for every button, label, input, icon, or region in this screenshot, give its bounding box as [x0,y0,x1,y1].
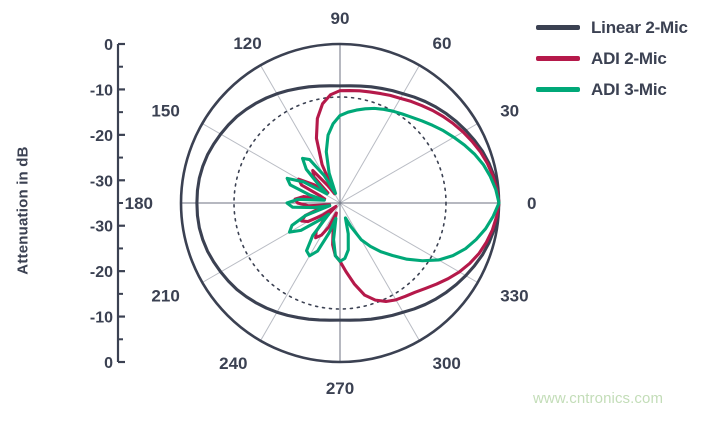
y-axis-tick-label: 0 [104,37,113,54]
grid-spoke-330 [339,202,478,283]
legend-swatch-adi-3-mic [536,87,580,92]
legend-item-1[interactable]: ADI 2-Mic [536,43,688,74]
y-axis-tick-label: 0 [104,355,113,372]
angle-label-240: 240 [219,354,247,373]
angle-label-60: 60 [433,34,452,53]
angle-label-90: 90 [331,9,350,28]
y-axis-tick-label: -30 [90,219,113,236]
angle-label-0: 0 [527,194,536,213]
y-axis-tick-label: -20 [90,264,113,281]
angle-label-330: 330 [500,287,528,306]
y-axis-tick-label: -30 [90,173,113,190]
legend-label-adi-3-mic: ADI 3-Mic [591,79,667,99]
legend-item-0[interactable]: Linear 2-Mic [536,12,688,43]
legend-swatch-linear-2-mic [536,25,580,30]
series-path-adi-3-mic [285,106,501,263]
grid-spoke-300 [339,202,420,341]
y-axis-tick-label: -10 [90,310,113,327]
watermark: www.cntronics.com [533,390,664,407]
angle-label-270: 270 [326,379,354,398]
angle-label-150: 150 [151,102,179,121]
angle-label-30: 30 [500,102,519,121]
y-axis-tick-label: -20 [90,128,113,145]
y-axis-tick-label: -10 [90,82,113,99]
grid-spoke-240 [260,202,341,341]
legend: Linear 2-Mic ADI 2-Mic ADI 3-Mic [536,12,688,105]
legend-swatch-adi-2-mic [536,56,580,61]
legend-item-2[interactable]: ADI 3-Mic [536,74,688,105]
grid-spoke-30 [339,123,478,204]
angle-label-210: 210 [151,287,179,306]
series-path-adi-2-mic [293,88,501,304]
angle-label-120: 120 [233,34,261,53]
legend-label-adi-2-mic: ADI 2-Mic [591,48,667,68]
angle-label-180: 180 [125,194,153,213]
angle-label-300: 300 [433,354,461,373]
grid-spoke-60 [339,65,420,204]
series-path-linear-2-mic [195,84,501,322]
legend-label-linear-2-mic: Linear 2-Mic [591,17,688,37]
grid-ring-dotted [233,96,447,310]
